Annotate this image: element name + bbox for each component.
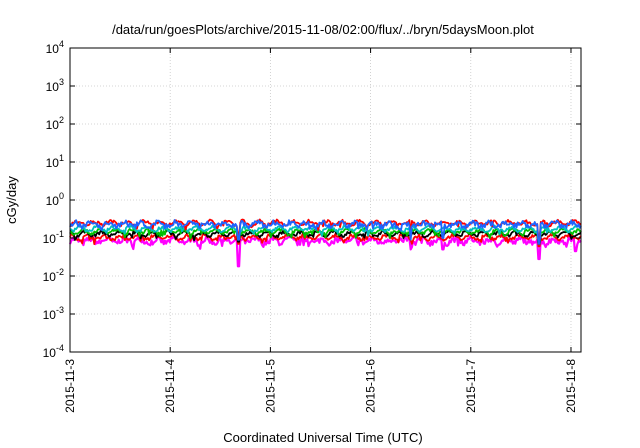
y-tick-label: 103 [46, 77, 64, 94]
y-axis-label: cGy/day [4, 176, 19, 224]
y-axis: 104 103 102 101 100 10-1 10-2 10-3 10-4 [43, 39, 581, 360]
x-axis: 2015-11-3 2015-11-4 2015-11-5 2015-11-6 2015… [63, 48, 578, 413]
chart-title: /data/run/goesPlots/archive/2015-11-08/0… [112, 22, 534, 37]
x-tick-label: 2015-11-7 [464, 359, 478, 413]
y-tick-label: 10-3 [43, 305, 64, 322]
y-tick-label: 104 [46, 39, 64, 56]
x-axis-label: Coordinated Universal Time (UTC) [223, 430, 422, 445]
y-tick-label: 102 [46, 115, 64, 132]
y-tick-label: 10-2 [43, 267, 64, 284]
grid [70, 48, 581, 352]
x-tick-label: 2015-11-6 [364, 359, 378, 413]
y-tick-label: 101 [46, 153, 64, 170]
x-tick-label: 2015-11-8 [564, 359, 578, 413]
x-tick-label: 2015-11-4 [163, 359, 177, 413]
x-tick-label: 2015-11-3 [63, 359, 77, 413]
x-tick-label: 2015-11-5 [263, 359, 277, 413]
data-series [68, 218, 582, 268]
y-tick-label: 10-4 [43, 343, 64, 360]
y-tick-label: 100 [46, 191, 64, 208]
series-line [68, 235, 582, 268]
series-line [69, 219, 582, 245]
y-tick-label: 10-1 [43, 229, 64, 246]
